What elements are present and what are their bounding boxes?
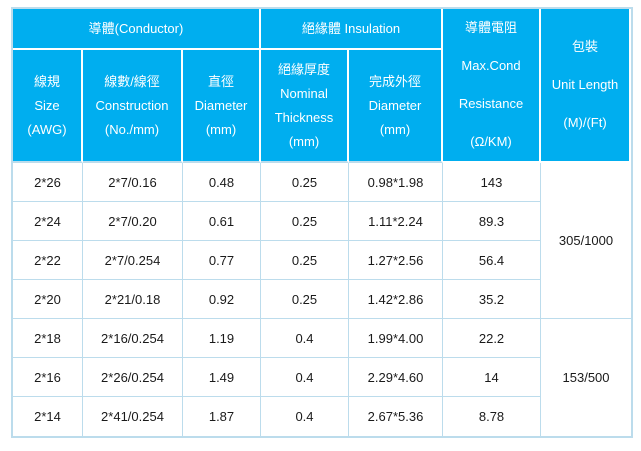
wire-spec-table: 導體(Conductor) 絕緣體 Insulation 導體電阻 Max.Co… <box>11 7 634 438</box>
cell-construction: 2*16/0.254 <box>83 319 183 358</box>
table-row: 2*14 2*41/0.254 1.87 0.4 2.67*5.36 8.78 <box>13 397 631 436</box>
cell-size: 2*22 <box>13 241 83 280</box>
cell-thickness: 0.4 <box>261 319 349 358</box>
cell-construction: 2*7/0.16 <box>83 163 183 202</box>
cell-construction: 2*7/0.254 <box>83 241 183 280</box>
cell-diameter: 0.77 <box>183 241 261 280</box>
cell-unit-length: 153/500 <box>541 319 632 436</box>
cell-size: 2*16 <box>13 358 83 397</box>
cell-outer-diameter: 2.29*4.60 <box>349 358 444 397</box>
cell-diameter: 0.92 <box>183 280 261 319</box>
table-row: 2*18 2*16/0.254 1.19 0.4 1.99*4.00 22.2 … <box>13 319 632 436</box>
cell-diameter: 1.19 <box>183 319 261 358</box>
cell-size: 2*20 <box>13 280 83 319</box>
cell-resistance: 22.2 <box>443 319 542 358</box>
cell-outer-diameter: 0.98*1.98 <box>349 163 444 202</box>
cell-diameter: 0.61 <box>183 202 261 241</box>
header-insulation-group: 絕緣體 Insulation <box>261 9 444 51</box>
header-size: 線規 Size (AWG) <box>13 50 83 163</box>
cell-thickness: 0.25 <box>261 202 349 241</box>
cell-diameter: 1.49 <box>183 358 261 397</box>
cell-diameter: 1.87 <box>183 397 261 436</box>
cell-unit-length: 305/1000 <box>541 163 632 319</box>
table-row: 2*22 2*7/0.254 0.77 0.25 1.27*2.56 56.4 <box>13 241 631 280</box>
table-row: 2*24 2*7/0.20 0.61 0.25 1.11*2.24 89.3 <box>13 202 631 241</box>
cell-outer-diameter: 1.42*2.86 <box>349 280 444 319</box>
cell-size: 2*18 <box>13 319 83 358</box>
cell-thickness: 0.4 <box>261 397 349 436</box>
cell-resistance: 14 <box>443 358 542 397</box>
header-max-resistance: 導體電阻 Max.Cond Resistance (Ω/KM) <box>443 9 542 163</box>
cell-outer-diameter: 1.99*4.00 <box>349 319 444 358</box>
spec-table: 導體(Conductor) 絕緣體 Insulation 導體電阻 Max.Co… <box>13 9 632 436</box>
cell-resistance: 56.4 <box>443 241 542 280</box>
cell-thickness: 0.25 <box>261 241 349 280</box>
cell-thickness: 0.25 <box>261 280 349 319</box>
table-row: 2*16 2*26/0.254 1.49 0.4 2.29*4.60 14 <box>13 358 631 397</box>
table-row: 2*20 2*21/0.18 0.92 0.25 1.42*2.86 35.2 <box>13 280 631 319</box>
header-sub-row: 線規 Size (AWG) 線數/線徑 Construction (No./mm… <box>13 50 631 163</box>
cell-resistance: 8.78 <box>443 397 542 436</box>
cell-diameter: 0.48 <box>183 163 261 202</box>
header-diameter: 直徑 Diameter (mm) <box>183 50 261 163</box>
cell-size: 2*26 <box>13 163 83 202</box>
cell-size: 2*14 <box>13 397 83 436</box>
cell-size: 2*24 <box>13 202 83 241</box>
cell-construction: 2*26/0.254 <box>83 358 183 397</box>
cell-thickness: 0.25 <box>261 163 349 202</box>
cell-outer-diameter: 1.27*2.56 <box>349 241 444 280</box>
header-construction: 線數/線徑 Construction (No./mm) <box>83 50 183 163</box>
table-row: 2*26 2*7/0.16 0.48 0.25 0.98*1.98 143 30… <box>13 163 632 319</box>
cell-resistance: 143 <box>443 163 542 202</box>
cell-resistance: 89.3 <box>443 202 542 241</box>
header-outer-diameter: 完成外徑 Diameter (mm) <box>349 50 444 163</box>
header-conductor-group: 導體(Conductor) <box>13 9 261 51</box>
cell-resistance: 35.2 <box>443 280 542 319</box>
cell-outer-diameter: 1.11*2.24 <box>349 202 444 241</box>
header-unit-length: 包裝 Unit Length (M)/(Ft) <box>541 9 632 163</box>
cell-thickness: 0.4 <box>261 358 349 397</box>
cell-construction: 2*21/0.18 <box>83 280 183 319</box>
header-nominal-thickness: 絕緣厚度 Nominal Thickness (mm) <box>261 50 349 163</box>
cell-construction: 2*41/0.254 <box>83 397 183 436</box>
cell-construction: 2*7/0.20 <box>83 202 183 241</box>
cell-outer-diameter: 2.67*5.36 <box>349 397 444 436</box>
header-group-row: 導體(Conductor) 絕緣體 Insulation 導體電阻 Max.Co… <box>13 9 632 163</box>
